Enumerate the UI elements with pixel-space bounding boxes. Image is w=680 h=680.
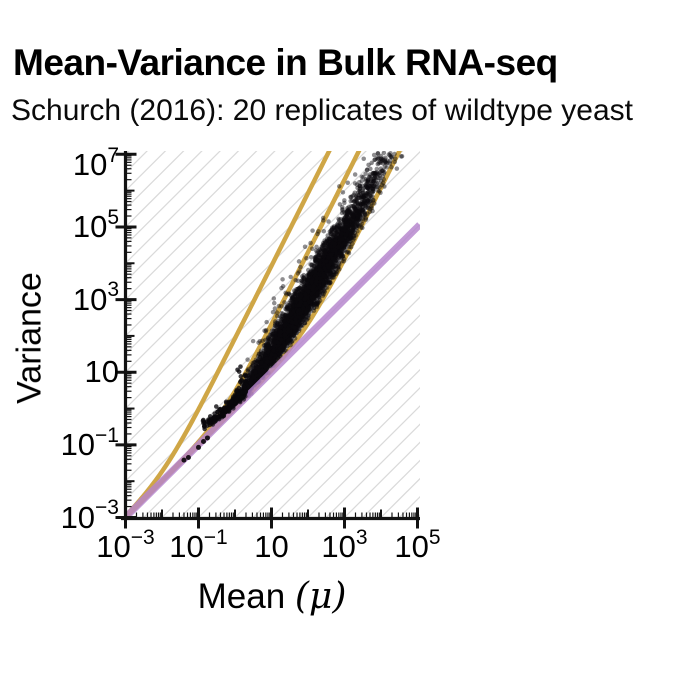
x-tick-label: 10−1 bbox=[169, 525, 228, 564]
x-tick-label: 10−3 bbox=[96, 525, 155, 564]
y-tick-label: 103 bbox=[72, 278, 119, 317]
figure-title: Mean-Variance in Bulk RNA-seq bbox=[13, 42, 558, 83]
x-axis-label: Mean (μ) bbox=[198, 576, 347, 617]
x-tick-label: 103 bbox=[321, 525, 368, 564]
x-tick-label: 105 bbox=[394, 525, 441, 564]
mu-symbol: (μ) bbox=[294, 576, 347, 617]
y-tick-label: 10−1 bbox=[60, 423, 119, 462]
y-tick-label: 105 bbox=[72, 205, 119, 244]
figure-subtitle: Schurch (2016): 20 replicates of wildtyp… bbox=[11, 94, 633, 127]
x-axis-label-text: Mean bbox=[197, 577, 295, 616]
y-tick-label: 10 bbox=[84, 354, 119, 390]
y-tick-label: 10−3 bbox=[60, 496, 119, 535]
x-tick-label: 10 bbox=[254, 529, 289, 564]
y-tick-label: 107 bbox=[72, 143, 119, 183]
